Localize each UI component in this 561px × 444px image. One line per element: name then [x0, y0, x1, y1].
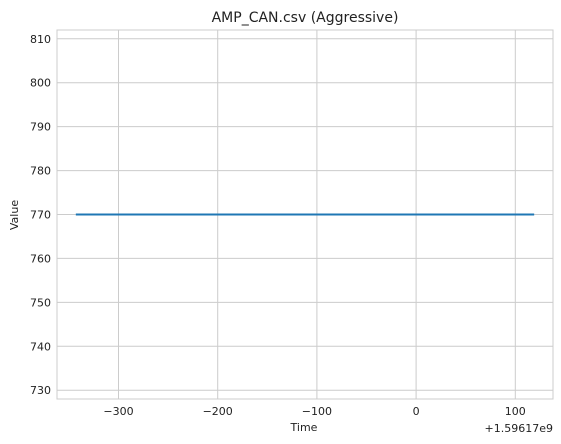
plot-frame	[56, 29, 554, 400]
x-tick-labels: −300 −200 −100 0 100	[103, 405, 525, 418]
x-axis-offset-label: +1.59617e9	[485, 422, 553, 435]
x-tick-label: −200	[203, 405, 233, 418]
y-tick-label: 740	[30, 340, 51, 353]
x-tick-label: 100	[505, 405, 526, 418]
y-axis-title: Value	[8, 200, 21, 230]
y-tick-label: 810	[30, 33, 51, 46]
y-tick-label: 760	[30, 252, 51, 265]
x-tick-label: 0	[413, 405, 420, 418]
y-tick-label: 730	[30, 384, 51, 397]
y-tick-label: 780	[30, 165, 51, 178]
y-tick-label: 790	[30, 121, 51, 134]
chart-title: AMP_CAN.csv (Aggressive)	[212, 10, 399, 26]
x-axis-title: Time	[290, 421, 318, 434]
y-tick-label: 770	[30, 209, 51, 222]
x-tick-label: −300	[103, 405, 133, 418]
y-tick-label: 800	[30, 77, 51, 90]
y-tick-labels: 730 740 750 760 770 780 790 800 810	[30, 33, 51, 397]
x-tick-label: −100	[302, 405, 332, 418]
y-tick-label: 750	[30, 296, 51, 309]
